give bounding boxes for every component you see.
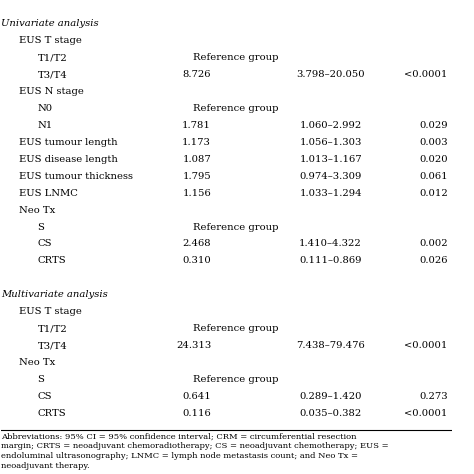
Text: EUS T stage: EUS T stage <box>19 36 82 45</box>
Text: 0.641: 0.641 <box>182 392 211 401</box>
Text: Reference group: Reference group <box>193 324 279 333</box>
Text: 1.156: 1.156 <box>182 189 211 198</box>
Text: N0: N0 <box>37 104 53 113</box>
Text: 8.726: 8.726 <box>182 70 211 79</box>
Text: 0.020: 0.020 <box>419 155 448 164</box>
Text: 1.173: 1.173 <box>182 138 211 147</box>
Text: 0.974–3.309: 0.974–3.309 <box>300 172 362 181</box>
Text: Reference group: Reference group <box>193 375 279 384</box>
Text: CRTS: CRTS <box>37 409 66 418</box>
Text: 0.061: 0.061 <box>419 172 448 181</box>
Text: T1/T2: T1/T2 <box>37 324 67 333</box>
Text: Neo Tx: Neo Tx <box>19 206 55 215</box>
Text: 7.438–79.476: 7.438–79.476 <box>296 341 365 350</box>
Text: EUS N stage: EUS N stage <box>19 87 84 96</box>
Text: 2.468: 2.468 <box>182 239 211 248</box>
Text: <0.0001: <0.0001 <box>404 409 448 418</box>
Text: Reference group: Reference group <box>193 53 279 62</box>
Text: 24.313: 24.313 <box>176 341 211 350</box>
Text: 0.273: 0.273 <box>419 392 448 401</box>
Text: 0.003: 0.003 <box>419 138 448 147</box>
Text: 0.310: 0.310 <box>182 256 211 265</box>
Text: Multivariate analysis: Multivariate analysis <box>1 290 108 299</box>
Text: Univariate analysis: Univariate analysis <box>1 19 99 28</box>
Text: 3.798–20.050: 3.798–20.050 <box>296 70 365 79</box>
Text: 1.056–1.303: 1.056–1.303 <box>300 138 362 147</box>
Text: Reference group: Reference group <box>193 222 279 231</box>
Text: 1.060–2.992: 1.060–2.992 <box>300 121 362 130</box>
Text: Reference group: Reference group <box>193 104 279 113</box>
Text: EUS disease length: EUS disease length <box>19 155 118 164</box>
Text: 0.289–1.420: 0.289–1.420 <box>299 392 362 401</box>
Text: S: S <box>37 375 45 384</box>
Text: 1.795: 1.795 <box>182 172 211 181</box>
Text: CS: CS <box>37 239 52 248</box>
Text: <0.0001: <0.0001 <box>404 341 448 350</box>
Text: EUS tumour thickness: EUS tumour thickness <box>19 172 133 181</box>
Text: Neo Tx: Neo Tx <box>19 358 55 367</box>
Text: EUS LNMC: EUS LNMC <box>19 189 78 198</box>
Text: N1: N1 <box>37 121 53 130</box>
Text: T1/T2: T1/T2 <box>37 53 67 62</box>
Text: <0.0001: <0.0001 <box>404 70 448 79</box>
Text: 0.012: 0.012 <box>419 189 448 198</box>
Text: CRTS: CRTS <box>37 256 66 265</box>
Text: 1.013–1.167: 1.013–1.167 <box>299 155 362 164</box>
Text: T3/T4: T3/T4 <box>37 70 67 79</box>
Text: EUS T stage: EUS T stage <box>19 307 82 316</box>
Text: 1.781: 1.781 <box>182 121 211 130</box>
Text: 0.116: 0.116 <box>182 409 211 418</box>
Text: 0.026: 0.026 <box>419 256 448 265</box>
Text: 0.035–0.382: 0.035–0.382 <box>300 409 362 418</box>
Text: EUS tumour length: EUS tumour length <box>19 138 118 147</box>
Text: 1.410–4.322: 1.410–4.322 <box>299 239 362 248</box>
Text: Abbreviations: 95% CI = 95% confidence interval; CRM = circumferential resection: Abbreviations: 95% CI = 95% confidence i… <box>1 433 389 470</box>
Text: S: S <box>37 222 45 231</box>
Text: 1.033–1.294: 1.033–1.294 <box>299 189 362 198</box>
Text: T3/T4: T3/T4 <box>37 341 67 350</box>
Text: 0.002: 0.002 <box>419 239 448 248</box>
Text: 1.087: 1.087 <box>182 155 211 164</box>
Text: 0.111–0.869: 0.111–0.869 <box>299 256 362 265</box>
Text: 0.029: 0.029 <box>419 121 448 130</box>
Text: CS: CS <box>37 392 52 401</box>
